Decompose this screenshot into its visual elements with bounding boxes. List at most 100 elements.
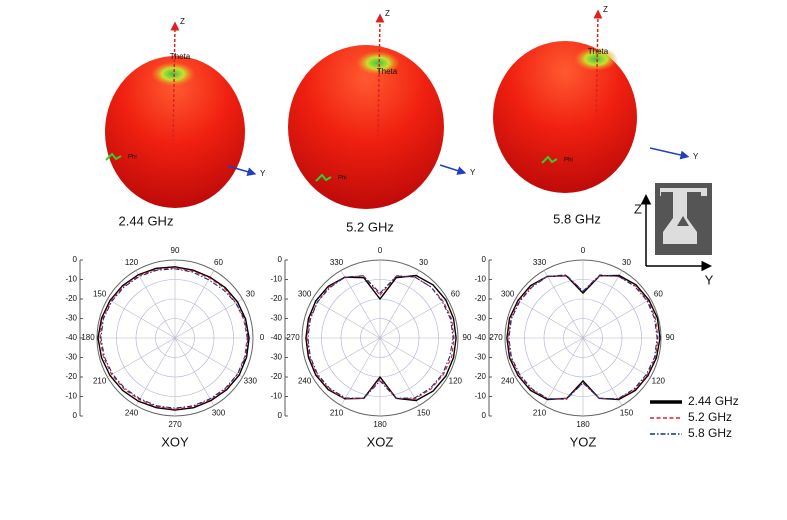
grid-spoke xyxy=(379,298,448,339)
grid-spoke xyxy=(312,337,381,378)
pattern-curve xyxy=(506,274,661,401)
grid-spoke xyxy=(582,337,651,378)
r-tick-label: 0 xyxy=(73,255,78,264)
antenna-pattern xyxy=(660,188,707,244)
grid-spoke xyxy=(107,298,176,339)
radiation-ball xyxy=(493,41,637,193)
antenna-slot xyxy=(677,196,689,226)
theta-tick-label: 150 xyxy=(417,408,431,417)
phi-marker xyxy=(541,155,558,164)
radiation-ball xyxy=(288,45,444,209)
pattern-curve xyxy=(305,274,457,402)
chart-title: XOY xyxy=(161,434,189,449)
ball-caption: 5.2 GHz xyxy=(346,219,394,234)
theta-tick-label: 30 xyxy=(419,258,428,267)
theta-label: Theta xyxy=(588,47,609,56)
r-tick-label: 0 xyxy=(482,255,487,264)
r-tick-label: 0 xyxy=(278,411,283,420)
pattern-curve xyxy=(307,275,454,399)
r-tick-label: -30 xyxy=(270,353,282,362)
polar-chart: 0 0 -10 -10 -20 -20 -30 -30 -40 0 30 60 90 120 150 180 2… xyxy=(270,246,472,449)
theta-label: Theta xyxy=(377,67,398,76)
theta-tick-label: 150 xyxy=(93,290,107,299)
r-tick-label: -20 xyxy=(474,372,486,381)
theta-tick-label: 0 xyxy=(260,333,265,342)
theta-tick-label: 60 xyxy=(654,290,663,299)
pattern-curve xyxy=(507,275,659,400)
r-tick-label: 0 xyxy=(482,411,487,420)
theta-tick-label: 210 xyxy=(93,377,107,386)
r-tick-label: -10 xyxy=(474,275,486,284)
z-arrow xyxy=(593,9,603,128)
grid-spoke xyxy=(174,337,215,406)
r-tick-label: -10 xyxy=(270,275,282,284)
grid-spoke xyxy=(379,337,420,406)
grid-spoke xyxy=(174,337,243,378)
polar-chart: 0 0 -10 -10 -20 -20 -30 -30 -40 0 30 60 90 120 150 180 2… xyxy=(474,246,675,449)
r-tick-label: -40 xyxy=(270,333,282,342)
theta-tick-label: 270 xyxy=(489,333,503,342)
y-label: Y xyxy=(693,152,699,161)
theta-tick-label: 90 xyxy=(463,333,472,342)
y-arrow xyxy=(227,165,257,177)
theta-tick-label: 240 xyxy=(125,408,139,417)
theta-tick-label: 180 xyxy=(81,333,95,342)
grid-spoke xyxy=(379,337,448,378)
pattern-curve xyxy=(100,268,249,409)
pattern-curve xyxy=(99,267,248,410)
theta-tick-label: 270 xyxy=(286,333,300,342)
theta-tick-label: 30 xyxy=(246,290,255,299)
r-tick-label: -30 xyxy=(65,314,77,323)
pattern-curve xyxy=(508,274,658,400)
grid-spoke xyxy=(340,270,381,339)
theta-tick-label: 60 xyxy=(214,258,223,267)
radiation-3d-group: Z Theta Phi Y 2.44 GHz Z Theta Phi Y 5.2 GHz Z Thet… xyxy=(105,5,699,234)
r-tick-label: -30 xyxy=(65,353,77,362)
theta-tick-label: 300 xyxy=(501,290,515,299)
grid-spoke xyxy=(515,337,584,378)
ball-top-spot xyxy=(151,62,195,86)
ball-top-spot xyxy=(574,47,618,71)
theta-tick-label: 240 xyxy=(298,377,312,386)
grid-spoke xyxy=(135,270,176,339)
polar-charts: 0 0 -10 -10 -20 -20 -30 -30 -40 0 30 60 90 120 150 180 2… xyxy=(65,246,675,449)
theta-tick-label: 330 xyxy=(244,377,258,386)
r-tick-label: -30 xyxy=(270,314,282,323)
y-arrow xyxy=(439,164,467,175)
legend: 2.44 GHz 5.2 GHz 5.8 GHz xyxy=(650,394,739,440)
r-tick-label: -30 xyxy=(474,353,486,362)
grid-spoke xyxy=(174,298,243,339)
theta-tick-label: 210 xyxy=(533,408,547,417)
y-label: Y xyxy=(260,169,266,178)
theta-tick-label: 330 xyxy=(533,258,547,267)
theta-tick-label: 120 xyxy=(449,377,463,386)
grid-spoke xyxy=(107,337,176,378)
legend-label: 5.8 GHz xyxy=(688,426,732,440)
grid-spoke xyxy=(135,337,176,406)
z-arrow xyxy=(170,21,180,143)
chart-title: XOZ xyxy=(367,434,394,449)
r-tick-label: -20 xyxy=(65,372,77,381)
ball-caption: 5.8 GHz xyxy=(553,211,601,226)
theta-tick-label: 0 xyxy=(581,246,586,255)
phi-label: Phi xyxy=(128,155,137,161)
theta-tick-label: 210 xyxy=(330,408,344,417)
theta-tick-label: 0 xyxy=(378,246,383,255)
theta-tick-label: 150 xyxy=(620,408,634,417)
theta-label: Theta xyxy=(170,52,191,61)
theta-tick-label: 180 xyxy=(373,420,387,429)
phi-marker xyxy=(105,152,122,161)
z-label: Z xyxy=(385,9,390,18)
r-tick-label: -30 xyxy=(474,314,486,323)
r-tick-label: -40 xyxy=(65,333,77,342)
legend-label: 5.2 GHz xyxy=(688,410,732,424)
pattern-curve xyxy=(97,266,250,411)
grid-spoke xyxy=(543,270,584,339)
antenna-inset: Z Y xyxy=(634,183,714,287)
theta-tick-label: 180 xyxy=(576,420,590,429)
phi-label: Phi xyxy=(564,158,573,164)
polar-chart: 0 0 -10 -10 -20 -20 -30 -30 -40 0 30 60 90 120 150 180 2… xyxy=(65,246,264,449)
grid-spoke xyxy=(543,337,584,406)
